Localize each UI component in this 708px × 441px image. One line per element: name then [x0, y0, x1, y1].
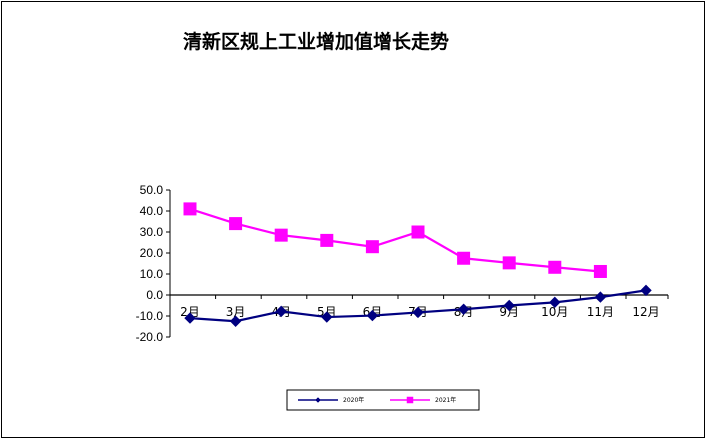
legend: 2020年 2021年 [286, 389, 480, 411]
data-point [594, 291, 607, 303]
data-point [503, 299, 515, 312]
data-point [549, 296, 561, 309]
x-tick-label: 2月 [180, 305, 200, 319]
data-point [183, 202, 197, 216]
y-tick-label: 40.0 [140, 204, 164, 218]
series-layer [183, 202, 652, 327]
y-tick-label: -10.0 [136, 309, 164, 323]
data-point [366, 309, 379, 322]
y-tick-label: -20.0 [136, 330, 164, 344]
data-point [320, 233, 334, 247]
y-tick-label: 30.0 [140, 225, 164, 239]
data-point [457, 303, 470, 315]
data-point [457, 251, 471, 265]
data-point [229, 217, 243, 231]
y-tick-label: 50.0 [140, 183, 164, 197]
legend-label: 2020年 [343, 396, 364, 404]
data-point [593, 264, 607, 278]
x-tick-label: 12月 [632, 305, 659, 319]
data-point [275, 305, 287, 318]
x-tick-label: 3月 [226, 305, 246, 319]
data-point [184, 312, 196, 324]
data-point [640, 284, 652, 297]
data-point [274, 228, 288, 242]
legend-marker [406, 396, 414, 404]
series-line-1 [189, 207, 601, 273]
x-tick-label: 9月 [499, 305, 519, 319]
y-tick-label: 10.0 [140, 267, 164, 281]
legend-marker [315, 397, 321, 403]
data-point [412, 306, 424, 319]
x-tick-label: 11月 [587, 305, 614, 319]
data-point [321, 311, 333, 323]
y-tick-label: 0.0 [146, 288, 163, 302]
legend-box [286, 389, 480, 411]
y-tick-label: 20.0 [140, 246, 164, 260]
chart-title: 清新区规上工业增加值增长走势 [183, 30, 449, 53]
data-point [548, 260, 562, 274]
data-point [411, 225, 425, 239]
series-0 [184, 284, 652, 327]
data-point [365, 240, 379, 254]
data-point [502, 256, 516, 270]
data-point [229, 315, 242, 327]
x-tick-label: 10月 [541, 305, 568, 319]
series-1 [183, 202, 607, 278]
legend-label: 2021年 [435, 396, 456, 404]
